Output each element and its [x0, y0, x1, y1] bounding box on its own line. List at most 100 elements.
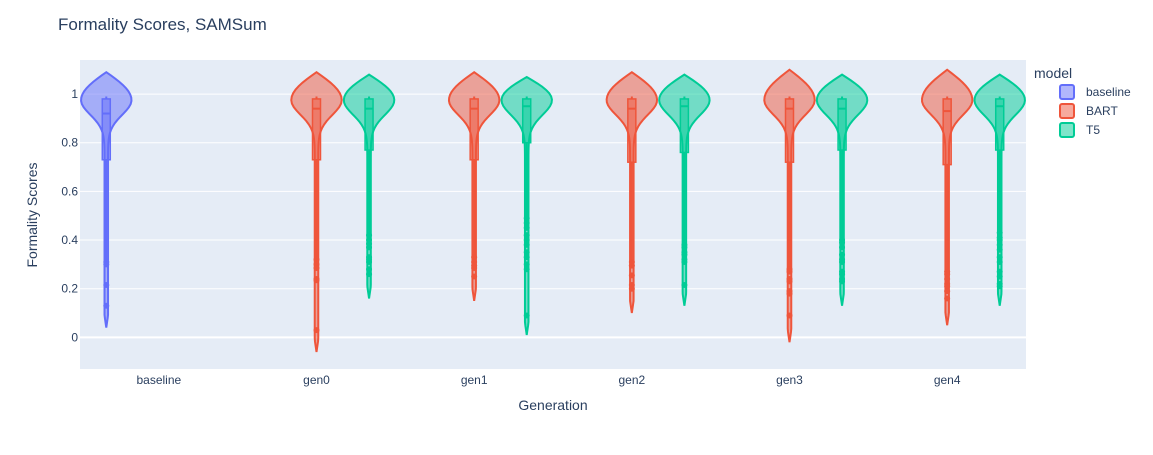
outlier-point: [628, 272, 635, 279]
outlier-point: [996, 237, 1003, 244]
outlier-point: [523, 237, 530, 244]
x-tick-label: gen2: [618, 373, 645, 387]
outlier-point: [366, 244, 373, 251]
y-tick-label: 0.4: [61, 233, 78, 247]
outlier-point: [523, 249, 530, 256]
violin-BART-gen1: [447, 70, 501, 302]
violin-box: [364, 98, 374, 151]
x-tick-label: gen3: [776, 373, 803, 387]
outlier-point: [839, 258, 846, 265]
x-tick-label: gen4: [934, 373, 961, 387]
violin-T5-gen0: [342, 73, 396, 299]
violin-baseline-baseline: [80, 70, 133, 328]
outlier-point: [103, 282, 110, 289]
outlier-point: [471, 273, 478, 280]
outlier-point: [996, 229, 1003, 236]
violin-box: [101, 98, 112, 161]
outlier-point: [523, 220, 530, 227]
violin-T5-gen1: [500, 75, 553, 336]
violin-BART-gen3: [763, 68, 816, 343]
outlier-point: [366, 258, 373, 265]
legend-label: baseline: [1086, 85, 1131, 99]
outlier-point: [944, 275, 951, 282]
x-tick-label: baseline: [136, 373, 181, 387]
y-axis-label: Formality Scores: [24, 162, 40, 267]
y-tick-label: 1: [71, 87, 78, 101]
outlier-point: [786, 278, 793, 285]
outlier-point: [366, 271, 373, 278]
outlier-point: [944, 288, 951, 295]
gridlines: [80, 93, 1026, 339]
violin-T5-gen2: [658, 73, 711, 306]
outlier-point: [839, 278, 846, 285]
violin-T5-gen3: [815, 73, 869, 306]
outlier-point: [944, 295, 951, 302]
outlier-point: [681, 258, 688, 265]
outlier-point: [839, 239, 846, 246]
violin-BART-gen4: [921, 68, 974, 326]
outlier-point: [313, 256, 320, 263]
legend-item-BART[interactable]: BART: [1059, 103, 1118, 119]
outlier-point: [786, 290, 793, 297]
outlier-point: [839, 244, 846, 251]
violin-box: [942, 98, 952, 166]
outlier-point: [313, 327, 320, 334]
x-tick-label: gen1: [461, 373, 488, 387]
legend-swatch: [1059, 122, 1075, 138]
legend-swatch: [1059, 84, 1075, 100]
outlier-point: [786, 268, 793, 275]
y-tick-label: 0: [71, 330, 78, 344]
outlier-point: [523, 266, 530, 273]
x-axis-label: Generation: [518, 397, 587, 413]
outlier-point: [996, 283, 1003, 290]
outlier-point: [681, 282, 688, 289]
outlier-point: [996, 268, 1003, 275]
legend-item-T5[interactable]: T5: [1059, 122, 1100, 138]
y-tick-label: 0.8: [61, 136, 78, 150]
outlier-point: [471, 265, 478, 272]
outlier-point: [681, 251, 688, 258]
outlier-point: [996, 254, 1003, 261]
outlier-point: [523, 215, 530, 222]
outlier-point: [944, 271, 951, 278]
outlier-point: [366, 232, 373, 239]
outlier-point: [996, 241, 1003, 248]
outlier-point: [103, 302, 110, 309]
y-tick-label: 0.6: [61, 184, 78, 198]
violins: [80, 68, 1026, 353]
outlier-point: [471, 254, 478, 261]
y-axis-ticks: 0 0.2 0.4 0.6 0.8 1: [61, 87, 78, 344]
violin-BART-gen2: [605, 70, 659, 314]
outlier-point: [786, 312, 793, 319]
outlier-point: [313, 277, 320, 284]
outlier-point: [944, 283, 951, 290]
outlier-point: [996, 258, 1003, 265]
violin-T5-gen4: [973, 73, 1026, 306]
outlier-point: [839, 251, 846, 258]
outlier-point: [628, 262, 635, 269]
outlier-point: [313, 265, 320, 272]
outlier-point: [523, 232, 530, 239]
outlier-point: [103, 261, 110, 268]
outlier-point: [628, 285, 635, 292]
outlier-point: [681, 244, 688, 251]
x-axis-ticks: baseline gen0 gen1 gen2 gen3 gen4: [136, 373, 960, 387]
outlier-point: [523, 224, 530, 231]
legend[interactable]: model baseline BART T5: [1034, 65, 1131, 138]
outlier-point: [366, 266, 373, 273]
chart-title: Formality Scores, SAMSum: [58, 15, 267, 34]
outlier-point: [839, 271, 846, 278]
plot-area: [80, 60, 1026, 369]
outlier-point: [523, 254, 530, 261]
outlier-point: [523, 312, 530, 319]
legend-swatch: [1059, 103, 1075, 119]
violin-BART-gen0: [290, 70, 343, 353]
x-tick-label: gen0: [303, 373, 330, 387]
outlier-point: [523, 241, 530, 248]
y-tick-label: 0.2: [61, 282, 78, 296]
violin-box: [837, 98, 847, 151]
legend-label: BART: [1086, 104, 1118, 118]
legend-item-baseline[interactable]: baseline: [1059, 84, 1131, 100]
